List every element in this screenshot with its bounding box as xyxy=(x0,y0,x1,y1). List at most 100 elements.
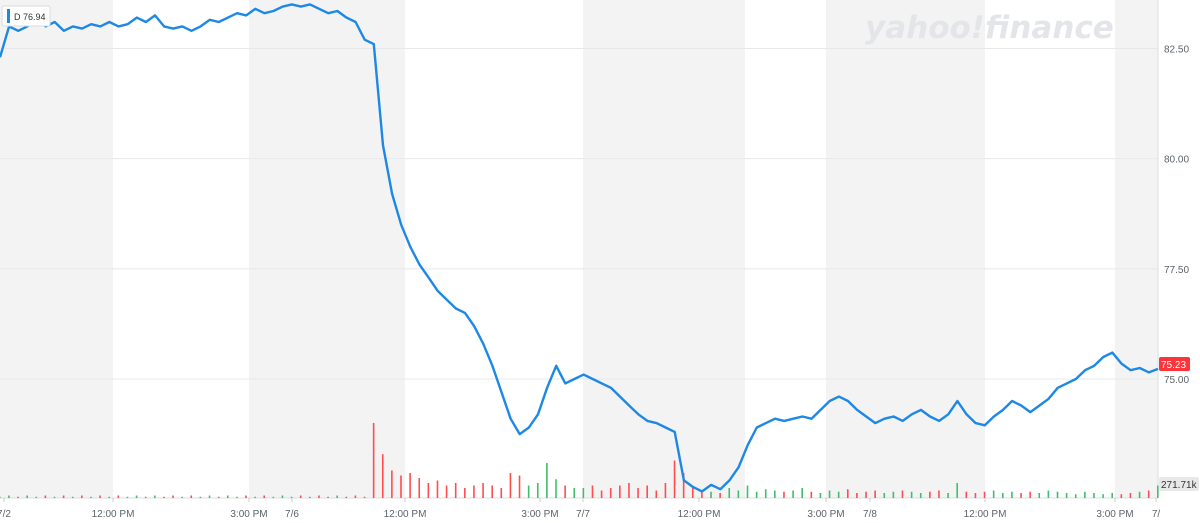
y-tick-label: 82.50 xyxy=(1164,44,1189,55)
volume-bar xyxy=(1065,493,1068,498)
volume-bar xyxy=(555,479,557,498)
volume-bar xyxy=(919,493,922,498)
volume-bar xyxy=(892,491,895,498)
x-tick-label: 3:00 PM xyxy=(807,509,844,520)
session-band xyxy=(826,0,985,498)
volume-bar xyxy=(126,496,129,498)
volume-bar xyxy=(236,496,238,498)
volume-bar xyxy=(217,496,220,498)
volume-bar xyxy=(336,495,338,498)
volume-bar xyxy=(318,495,320,498)
x-tick-label: 12:00 PM xyxy=(678,509,721,520)
volume-bar xyxy=(1147,490,1150,498)
x-tick-label: 7/7 xyxy=(576,509,590,520)
volume-bar xyxy=(327,496,329,498)
x-tick-label: 12:00 PM xyxy=(384,509,427,520)
volume-bar xyxy=(418,478,421,498)
volume-bar xyxy=(582,488,585,498)
x-tick-label: 3:00 PM xyxy=(521,509,558,520)
volume-bar xyxy=(901,490,904,498)
volume-bar xyxy=(363,496,366,498)
volume-bar xyxy=(536,483,539,498)
volume-bar xyxy=(737,490,740,498)
volume-bar xyxy=(1020,493,1022,498)
volume-bar xyxy=(354,495,357,498)
volume-bar xyxy=(874,490,876,498)
volume-bar xyxy=(546,463,548,498)
volume-bar xyxy=(655,490,658,498)
volume-bar xyxy=(199,496,202,498)
volume-bar xyxy=(436,480,439,498)
x-tick-label: 7/ xyxy=(1152,509,1161,520)
x-tick-label: 7/2 xyxy=(0,509,11,520)
legend-swatch xyxy=(7,9,10,23)
volume-bar xyxy=(1047,490,1050,498)
volume-bar xyxy=(400,475,402,498)
price-line xyxy=(0,3,1159,493)
session-band xyxy=(583,0,745,498)
yahoo-finance-watermark: yahoo!finance xyxy=(865,10,1114,46)
session-band xyxy=(0,0,113,498)
volume-bar xyxy=(144,496,147,498)
volume-bar xyxy=(345,496,348,498)
session-band xyxy=(1115,0,1158,498)
volume-bar xyxy=(135,495,138,498)
volume-bar xyxy=(810,491,813,498)
volume-bar xyxy=(846,489,849,498)
volume-bar xyxy=(117,495,120,498)
volume-bar xyxy=(828,490,831,498)
volume-bar xyxy=(947,493,949,498)
volume-bar xyxy=(1029,491,1031,498)
legend-label: D xyxy=(14,12,21,22)
volume-bar xyxy=(17,496,19,498)
volume-bar xyxy=(482,483,484,498)
volume-bar xyxy=(792,490,794,498)
volume-bar xyxy=(646,485,648,498)
x-tick-label: 7/8 xyxy=(863,509,877,520)
volume-bar xyxy=(44,495,47,498)
volume-bar xyxy=(290,496,293,498)
legend-value: 76.94 xyxy=(23,12,46,22)
legend-box xyxy=(1,5,51,27)
volume-bar xyxy=(35,496,38,498)
volume-bar xyxy=(883,493,886,498)
volume-bar xyxy=(619,485,621,498)
volume-bar xyxy=(309,496,311,498)
volume-bar xyxy=(391,470,393,498)
y-tick-label: 77.50 xyxy=(1164,265,1189,276)
volume-bar xyxy=(783,491,785,498)
volume-bar xyxy=(491,485,493,498)
volume-bar xyxy=(682,473,685,498)
volume-bar xyxy=(856,493,858,498)
volume-bar xyxy=(837,491,840,498)
series-legend: D 76.94 xyxy=(1,5,51,27)
volume-bar xyxy=(62,495,65,498)
gridlines xyxy=(0,0,1159,499)
volume-bar xyxy=(299,495,302,498)
volume-bar xyxy=(710,491,712,498)
volume-bar xyxy=(1111,493,1114,498)
price-series xyxy=(0,3,1159,493)
volume-bar xyxy=(381,454,384,498)
volume-bar xyxy=(910,491,913,498)
x-tick-label: 3:00 PM xyxy=(230,509,267,520)
volume-bar xyxy=(1102,494,1104,498)
volume-bar xyxy=(53,496,56,498)
price-badge-label: 75.23 xyxy=(1161,360,1186,371)
volume-bar xyxy=(372,423,375,498)
volume-label-badge: 271.71k xyxy=(1159,477,1199,491)
session-band xyxy=(249,0,405,498)
volume-bar xyxy=(755,491,758,498)
volume-bar xyxy=(254,496,256,498)
volume-bar xyxy=(163,496,165,498)
volume-bar xyxy=(664,483,667,498)
volume-bar xyxy=(81,495,83,498)
volume-bar xyxy=(0,496,1,498)
volume-bar xyxy=(965,491,968,498)
volume-bar xyxy=(90,496,92,498)
volume-bar xyxy=(509,473,512,498)
x-tick-label: 3:00 PM xyxy=(1096,509,1133,520)
volume-bar xyxy=(819,493,822,498)
volume-bar xyxy=(1001,493,1004,498)
